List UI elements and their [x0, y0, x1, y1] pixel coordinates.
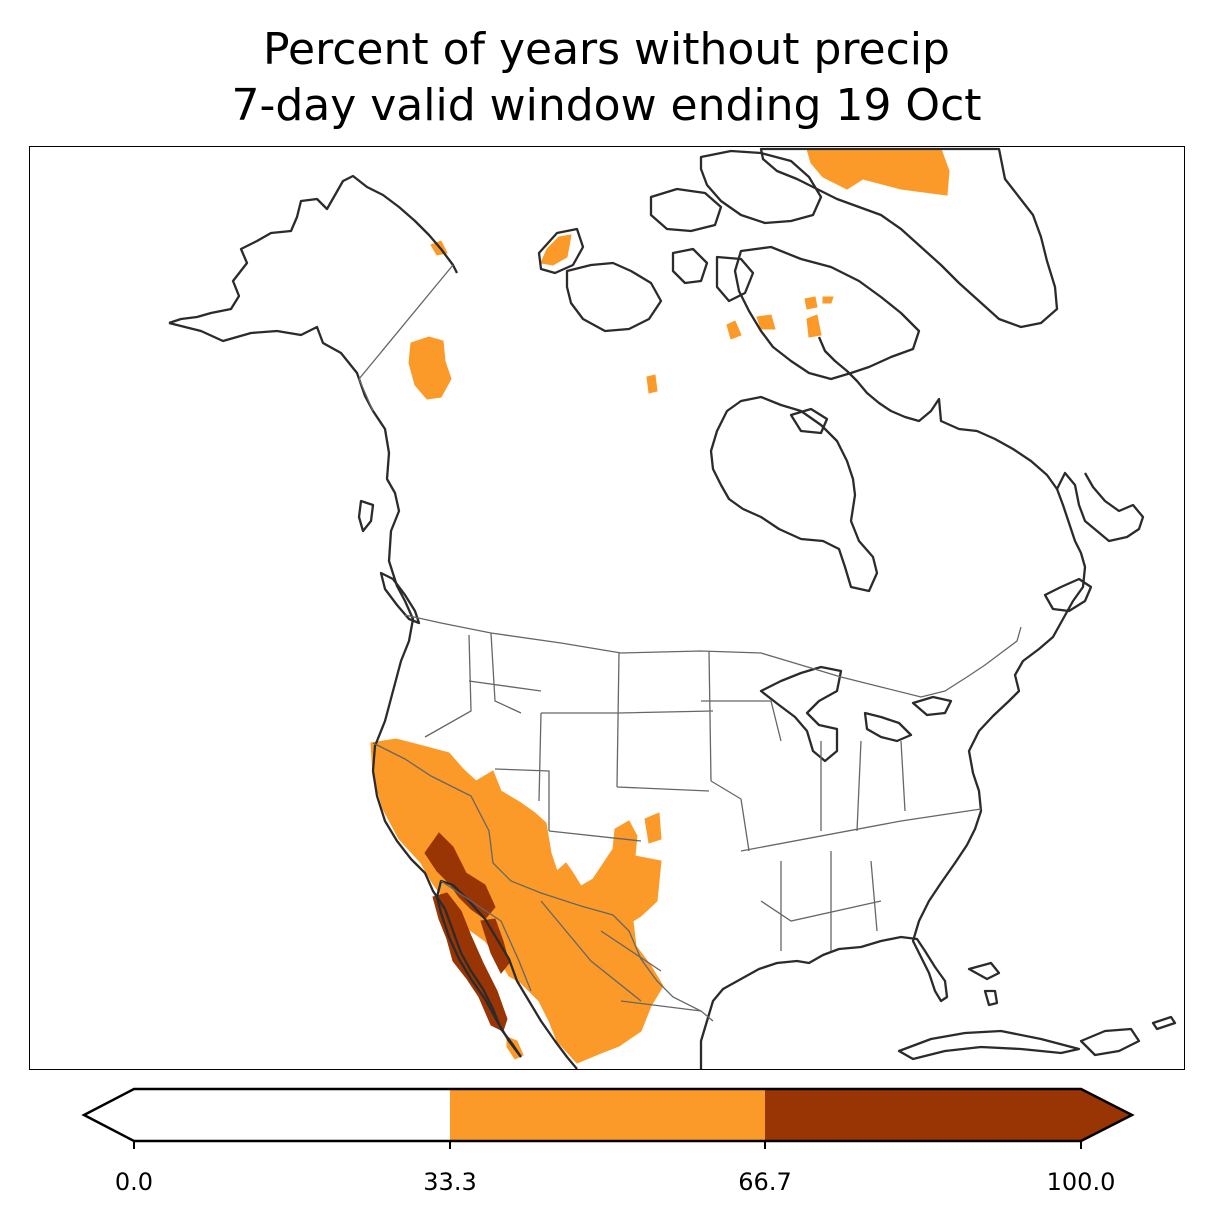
region-southwest-orange: [370, 738, 664, 1064]
border-layer: [358, 264, 1022, 1022]
map-frame: [29, 146, 1185, 1070]
region-baffin-orange-3: [806, 314, 822, 338]
chart-title-line-2: 7-day valid window ending 19 Oct: [231, 80, 982, 131]
colorbar-extend-min: [84, 1089, 134, 1141]
coast-cuba: [897, 1029, 1081, 1061]
coast-southampton: [789, 407, 829, 435]
colorbar-extend-max: [1081, 1089, 1132, 1141]
coast-banks-island: [537, 227, 585, 275]
coast-puerto-rico: [1151, 1015, 1177, 1031]
region-baffin-orange-1: [726, 320, 742, 340]
coast-newfoundland: [1043, 577, 1093, 613]
coast-hispaniola: [1079, 1027, 1141, 1057]
coast-labrador: [1055, 471, 1145, 543]
coast-ellesmere: [699, 149, 823, 225]
coast-greenland: [759, 147, 1059, 329]
coast-baffin-island: [733, 245, 921, 381]
colorbar-tick-label-3: 100.0: [1046, 1168, 1116, 1196]
coast-haida: [357, 499, 375, 533]
region-hudson-orange: [646, 374, 658, 394]
precip-fill-layer: [370, 148, 950, 1064]
coastline-layer: [168, 147, 1177, 1069]
coast-bahamas: [967, 961, 1001, 1007]
colorbar: [81, 1087, 1135, 1149]
region-baffin-orange-2: [756, 314, 776, 330]
border-us-canada: [404, 614, 1022, 698]
colorbar-bin-high: [765, 1089, 1081, 1141]
coast-prince-of-wales: [671, 247, 709, 285]
coast-baja-east: [435, 879, 578, 1069]
region-greenland-orange: [806, 148, 950, 196]
coast-victoria-island: [565, 261, 663, 333]
colorbar-bin-mid: [450, 1089, 765, 1141]
region-nwt-orange: [408, 336, 452, 400]
border-mexico-states: [540, 900, 702, 1012]
map-canvas: [168, 147, 1177, 1069]
colorbar-tick-label-1: 33.3: [423, 1168, 477, 1196]
coast-devon-island: [649, 187, 723, 233]
region-oklahoma-orange: [644, 812, 662, 844]
coast-gulf-of-mexico: [699, 336, 1087, 1069]
coast-alaska-north: [168, 174, 459, 325]
region-arctic-island-orange: [540, 234, 572, 266]
border-us-mexico: [372, 742, 714, 1022]
region-gulf-brown: [480, 918, 510, 974]
chart-title-line-1: Percent of years without precip: [263, 24, 950, 75]
coast-alaska-pacific: [168, 321, 522, 1058]
colorbar-tick-label-0: 0.0: [114, 1168, 154, 1196]
border-alaska-canada: [358, 264, 454, 412]
region-baffin-orange-5: [822, 296, 834, 304]
coast-hudson-bay: [709, 395, 879, 593]
border-states: [424, 632, 982, 951]
coast-vancouver-island: [379, 571, 421, 625]
coast-boothia: [715, 255, 755, 303]
colorbar-tick-label-2: 66.7: [738, 1168, 792, 1196]
border-sonora-baja: [440, 880, 532, 992]
region-baffin-orange-4: [804, 296, 818, 310]
colorbar-bin-low: [134, 1089, 450, 1141]
